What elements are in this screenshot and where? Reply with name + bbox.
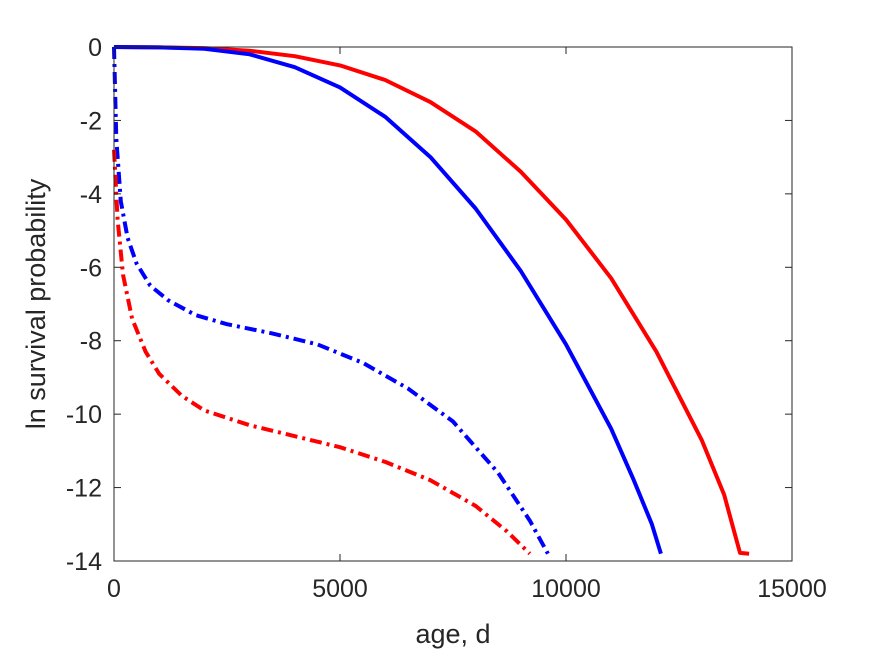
x-tick-label: 0	[107, 575, 121, 603]
y-axis-label: ln survival probability	[21, 178, 51, 429]
y-tick-label: -8	[80, 328, 102, 356]
y-tick-label: -10	[66, 401, 102, 429]
y-tick-label: -14	[66, 548, 102, 576]
series-layer	[112, 45, 750, 556]
series-line-3	[112, 46, 550, 555]
y-tick-label: -2	[80, 107, 102, 135]
x-tick-label: 5000	[312, 575, 368, 603]
y-tick-label: -6	[80, 254, 102, 282]
y-tick-label: 0	[88, 34, 102, 62]
tick-layer: 0 5000 10000 15000 0 -2 -4 -6 -8 -10 -12 -14	[66, 34, 827, 603]
series-line-2	[113, 45, 663, 555]
y-tick-label: -4	[80, 181, 102, 209]
series-line-1	[113, 45, 750, 556]
x-axis-label: age, d	[415, 619, 490, 649]
x-tick-label: 10000	[531, 575, 601, 603]
series-line-4	[112, 149, 532, 556]
y-tick-label: -12	[66, 475, 102, 503]
x-tick-label: 15000	[757, 575, 827, 603]
plot-area	[114, 47, 792, 561]
axes-frame	[113, 46, 793, 562]
